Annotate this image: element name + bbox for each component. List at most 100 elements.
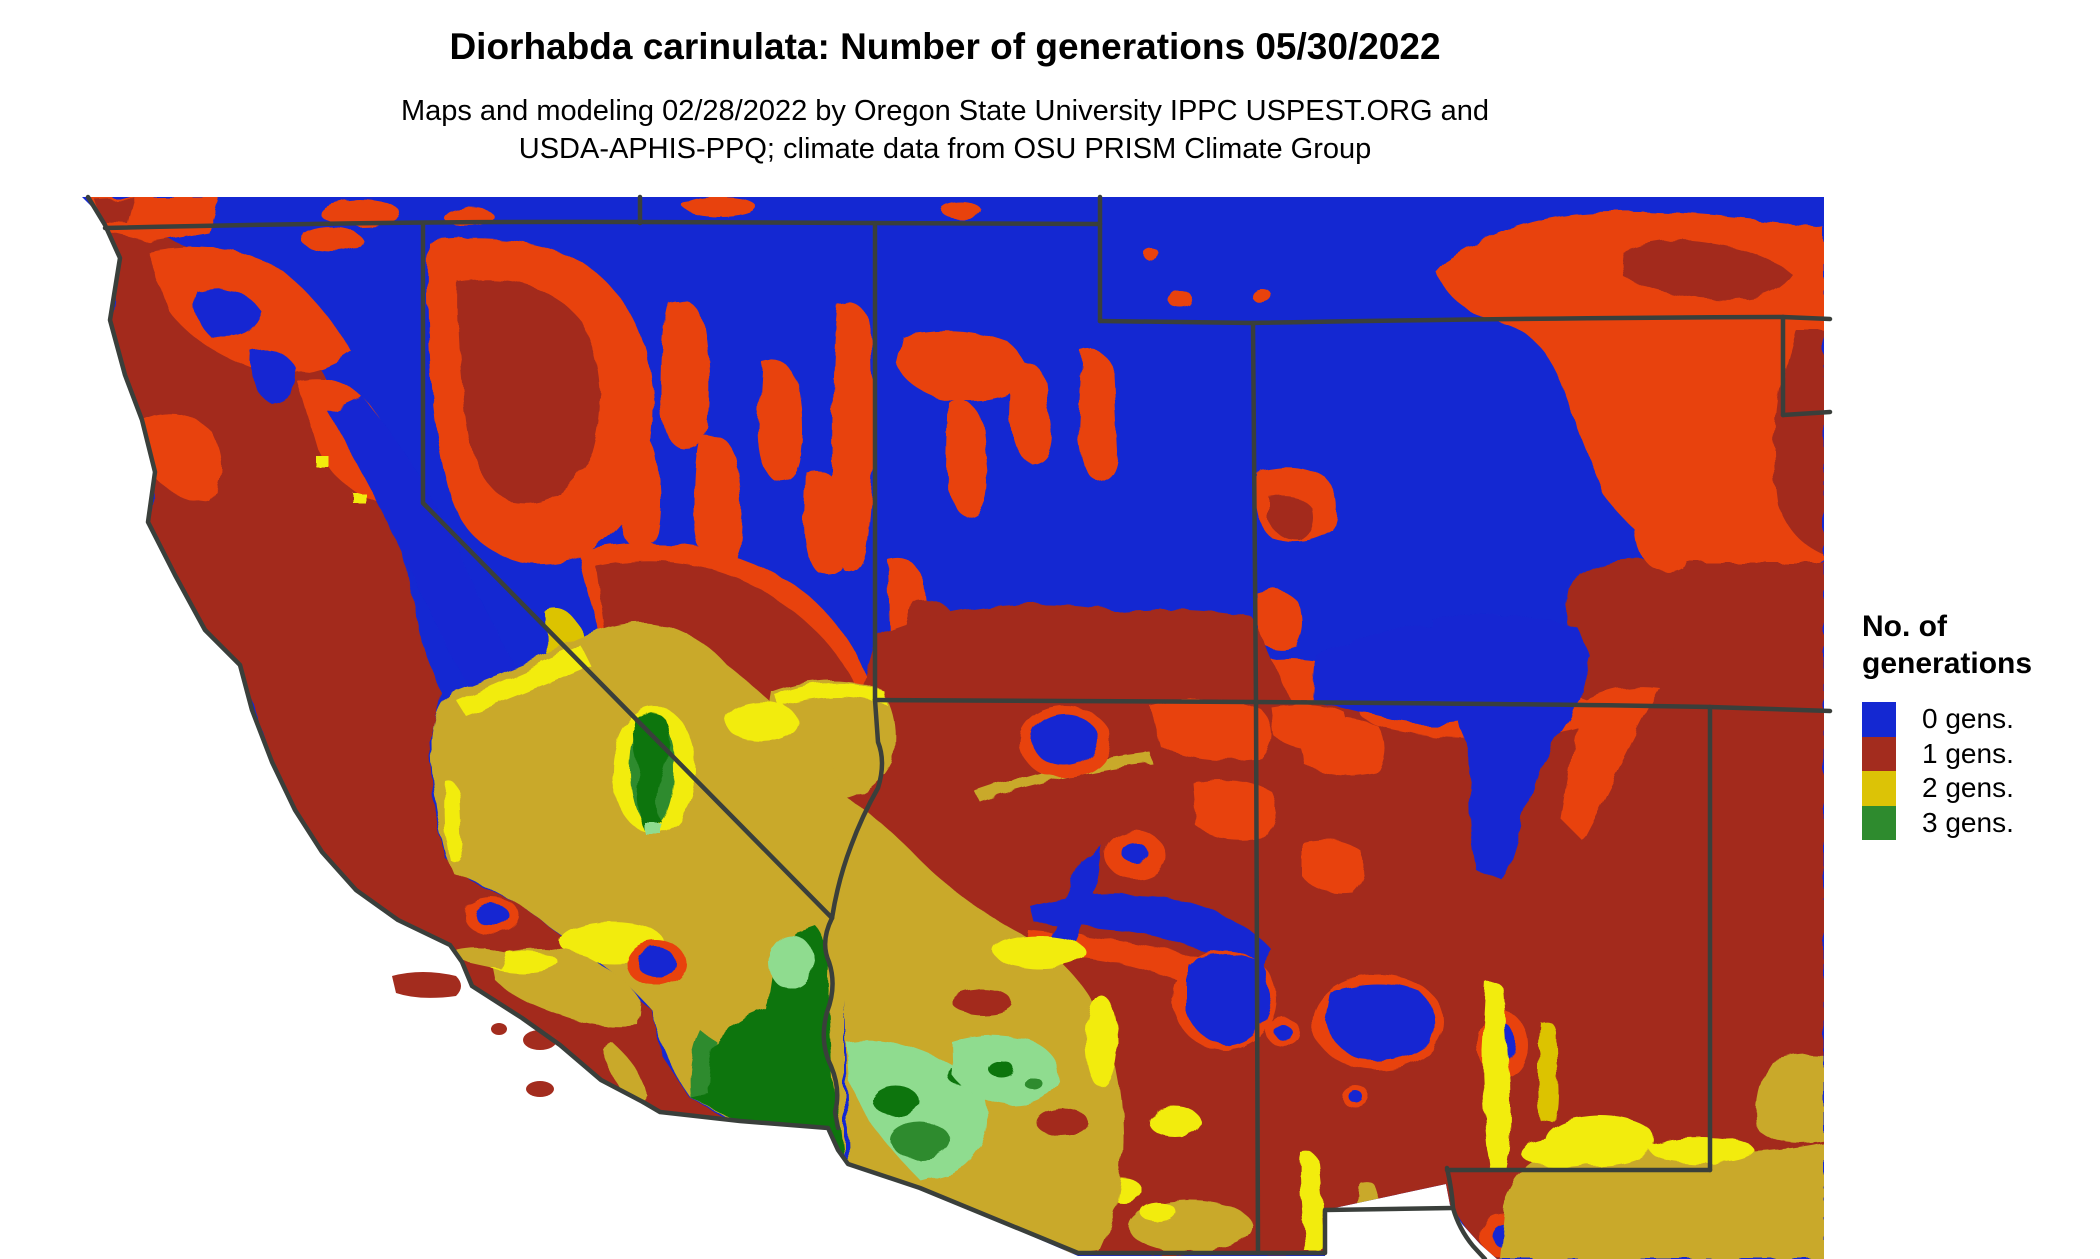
legend-row-1-gens: 1 gens. (1862, 736, 2092, 771)
region-santa-barbara-gold (456, 946, 506, 969)
region-mojave-bright4 (444, 781, 462, 861)
region-klamath-blue-hole1 (194, 288, 262, 337)
region-nw-nevada-maroon (457, 279, 600, 504)
map-subtitle: Maps and modeling 02/28/2022 by Oregon S… (60, 92, 1830, 168)
border-40th-parallel (1780, 409, 1833, 418)
region-ne-maroon-patch (1622, 239, 1792, 300)
region-nv-valley-streak4 (618, 430, 661, 548)
legend-swatch-0-gens (1862, 702, 1896, 737)
region-tularosa-bright (1482, 981, 1511, 1170)
region-gila-blue (1325, 984, 1435, 1062)
border-pacific-coast (85, 194, 646, 1105)
region-mojave-bright2 (726, 702, 798, 742)
region-kaibab-blue (1032, 714, 1098, 766)
raster-layer (82, 197, 1824, 1259)
region-modoc-speck (302, 228, 362, 252)
map-title: Diorhabda carinulata: Number of generati… (449, 26, 1441, 67)
region-four-corners-orange1 (1150, 698, 1272, 761)
region-nv-valley-streak2 (694, 434, 743, 568)
legend-swatch-1-gens (1862, 736, 1896, 771)
region-ut-streak2 (946, 400, 988, 518)
border-41st-parallel (1097, 314, 1833, 326)
region-imperial-green-west (690, 1031, 716, 1098)
region-mojave-bright1 (456, 646, 591, 716)
region-imperial-dark-green (691, 926, 844, 1158)
legend-items: 0 gens. 1 gens. 2 gens. 3 gens. (1862, 702, 2092, 840)
region-oregon-speck1 (320, 200, 400, 226)
region-california-maroon (104, 225, 848, 1164)
border-mexico (640, 1099, 1455, 1256)
region-wco-maroon (1268, 494, 1314, 540)
legend-row-3-gens: 3 gens. (1862, 805, 2092, 840)
region-nenm-bright-patch (1545, 1115, 1655, 1165)
legend-label-3-gens: 3 gens. (1922, 806, 2014, 838)
border-42nd-parallel (102, 219, 1103, 231)
region-nwnm-orange1 (1292, 717, 1385, 776)
legend-title: No. of generations (1862, 608, 2092, 682)
map-subtitle-line1: Maps and modeling 02/28/2022 by Oregon S… (400, 95, 1490, 127)
region-wy-speck1 (1167, 291, 1193, 307)
legend-title-line2: generations (1862, 647, 2033, 680)
region-death-valley-seafoam-tip (646, 824, 662, 835)
legend-swatch-3-gens (1862, 805, 1896, 840)
map-subtitle-line2: USDA-APHIS-PPQ; climate data from OSU PR… (518, 133, 1372, 165)
region-nwnm-orange2 (1302, 839, 1365, 893)
region-four-corners-orange3 (1192, 779, 1277, 841)
region-east-nv-column (832, 303, 874, 572)
region-seaz-bright-dot (1140, 1202, 1176, 1222)
legend: No. of generations 0 gens. 1 gens. 2 gen… (1862, 608, 2092, 840)
region-swaz-red-hole1 (952, 990, 1012, 1014)
region-yuma-dark-green1 (873, 1086, 919, 1116)
region-idaho-speck1 (684, 197, 756, 217)
state-borders (85, 194, 1833, 1259)
legend-title-line1: No. of (1862, 610, 1947, 643)
region-gsl-desert-orange (896, 331, 1024, 402)
region-wasatch-front (1078, 350, 1118, 482)
border-california-nevada (420, 222, 835, 921)
region-chuska-blue (1046, 846, 1102, 955)
border-37th-parallel (872, 697, 1833, 714)
region-bootheel-gold (1358, 1181, 1380, 1252)
region-swaz-bright1 (994, 936, 1086, 968)
island-san-clemente (526, 1081, 554, 1097)
region-wco-orange2 (1256, 589, 1303, 649)
legend-row-0-gens: 0 gens. (1862, 702, 2092, 737)
region-san-bernardino-blue (637, 947, 675, 977)
region-phoenix-green (1024, 1077, 1042, 1089)
region-tularosa2-yellow (1538, 1021, 1558, 1122)
region-front-range-orange (1632, 377, 1693, 572)
border-colorado-river-nv-az (829, 697, 885, 921)
border-utah-colorado-az-nm (1250, 320, 1261, 1256)
region-valley-yellow-dot2 (352, 492, 365, 502)
region-valley-yellow-dot1 (315, 455, 328, 466)
region-klamath-blue-hole2 (251, 350, 297, 404)
region-seaz-bright-spot1 (1149, 1107, 1201, 1137)
region-sangre-orange-east (1562, 686, 1660, 840)
region-sangre-blue (1432, 614, 1590, 880)
legend-label-1-gens: 1 gens. (1922, 737, 2014, 769)
region-sfpeaks-blue (1122, 843, 1148, 863)
border-colorado-river-ca-az (821, 915, 841, 1131)
island-santa-cruz (392, 972, 461, 998)
region-seaz-blue1 (1274, 1025, 1292, 1039)
region-coast-orange3 (138, 412, 222, 502)
region-nv-valley-streak3 (758, 360, 803, 482)
region-norcal-coast-maroon (95, 198, 135, 224)
legend-label-2-gens: 2 gens. (1922, 772, 2014, 804)
island-san-nicolas (491, 1023, 507, 1035)
border-rio-grande (1444, 1165, 1488, 1259)
region-wy-speck3 (1144, 249, 1160, 261)
region-san-gabriel-blue (475, 904, 509, 926)
region-nv-valley-streak1 (660, 300, 710, 449)
region-elpaso-bright2 (1650, 1137, 1754, 1163)
region-right-edge-gold (1756, 1054, 1824, 1143)
region-mogollon-blue (1030, 894, 1272, 976)
region-swaz-red-hole2 (1036, 1108, 1088, 1136)
region-bootheel-bright (1299, 1151, 1325, 1252)
legend-row-2-gens: 2 gens. (1862, 771, 2092, 806)
region-coachella-seafoam (768, 935, 814, 989)
region-seaz-blue2 (1348, 1090, 1362, 1102)
region-idaho-speck2 (942, 203, 982, 219)
